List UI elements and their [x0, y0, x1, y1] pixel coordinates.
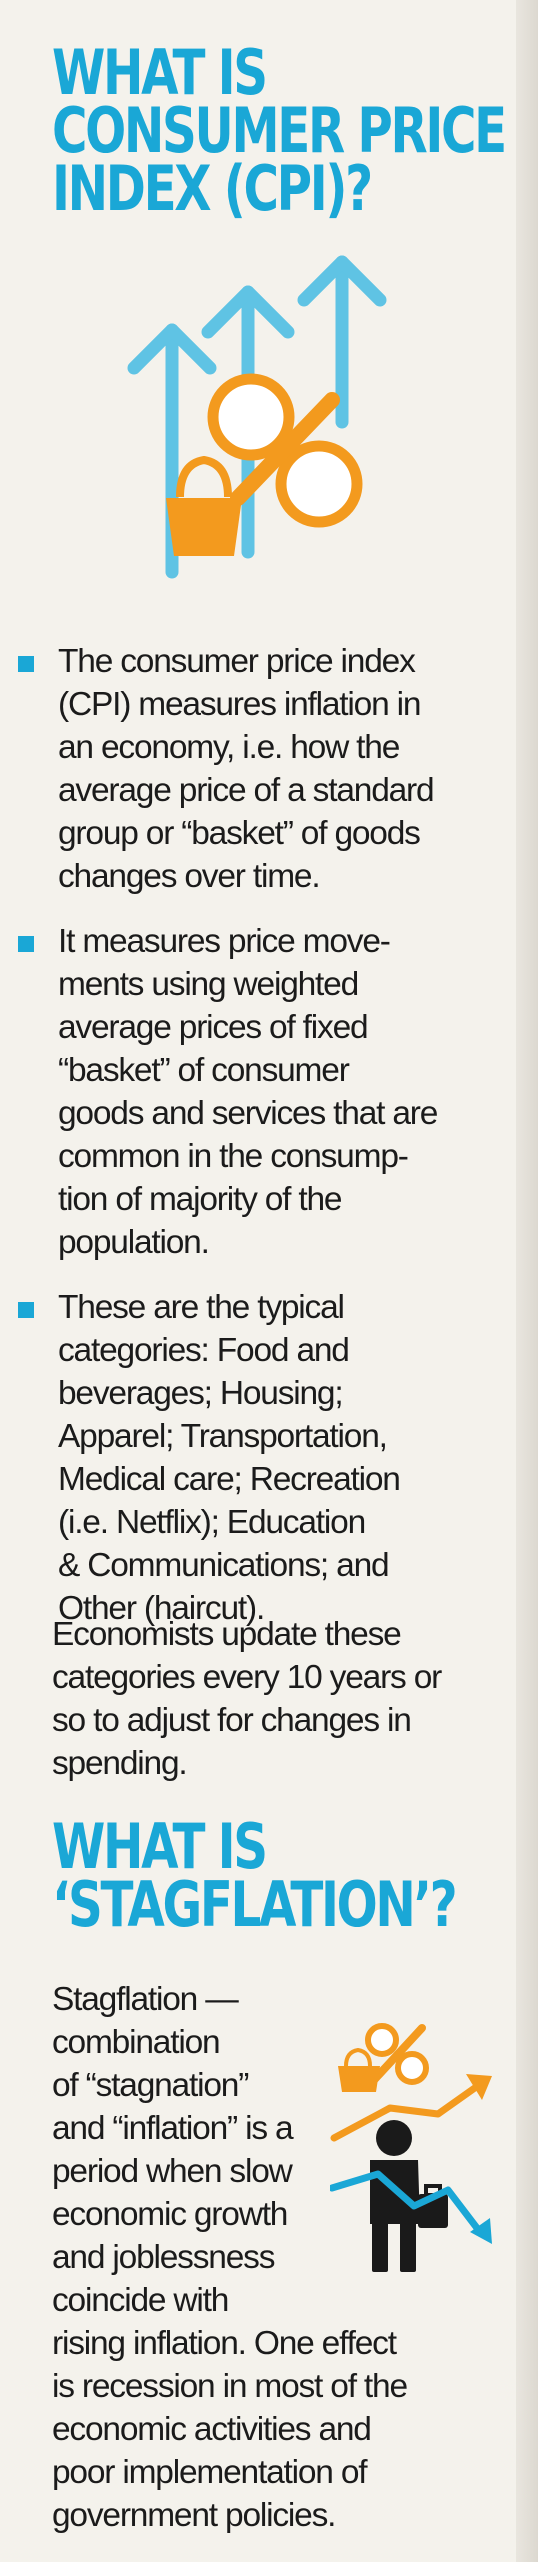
page-edge-shadow: [516, 0, 538, 2562]
rising-trend-arrow-icon: [330, 2074, 492, 2142]
text-line: (CPI) measures inflation in: [58, 686, 422, 723]
text-line: population.: [58, 1224, 210, 1261]
basket-icon: [166, 455, 242, 556]
heading-line: WHAT IS: [52, 1810, 268, 1883]
text-line: Medical care; Recreation: [58, 1461, 401, 1498]
text-line: & Communications; and: [58, 1547, 390, 1584]
text-line: average prices of fixed: [58, 1009, 369, 1046]
text-line: These are the typical: [58, 1289, 345, 1326]
text-line: beverages; Housing;: [58, 1375, 344, 1412]
text-line: tion of majority of the: [58, 1181, 343, 1218]
heading-line: WHAT IS: [52, 36, 268, 109]
heading-line: INDEX (CPI)?: [52, 152, 373, 225]
text-line: period when slow: [52, 2153, 293, 2190]
text-line: economic activities and: [52, 2411, 372, 2448]
text-line: government policies.: [52, 2497, 336, 2534]
bullet-square-icon: [18, 936, 34, 952]
text-line: goods and services that are: [58, 1095, 438, 1132]
percent-icon: [207, 373, 363, 528]
heading-what-is-cpi: WHAT IS CONSUMER PRICE INDEX (CPI)?: [52, 36, 507, 225]
text-line: poor implementation of: [52, 2454, 368, 2491]
text-line: categories every 10 years or: [52, 1659, 442, 1696]
heading-line: ‘STAGFLATION’?: [52, 1868, 458, 1941]
heading-line: CONSUMER PRICE: [52, 94, 507, 167]
list-item: It measures price move- ments using weig…: [0, 920, 538, 1264]
text-line: group or “basket” of goods: [58, 815, 421, 852]
text-line: spending.: [52, 1745, 188, 1782]
text-line: changes over time.: [58, 858, 321, 895]
note-paragraph: Economists update these categories every…: [52, 1613, 442, 1785]
text-line: and joblessness: [52, 2239, 275, 2276]
text-line: coincide with: [52, 2282, 229, 2319]
text-line: Apparel; Transportation,: [58, 1418, 388, 1455]
text-line: It measures price move-: [58, 923, 391, 960]
text-line: Stagflation —: [52, 1981, 239, 2018]
worker-with-rising-and-falling-trend-icon: [330, 2023, 492, 2272]
text-line: an economy, i.e. how the: [58, 729, 400, 766]
text-line: is recession in most of the: [52, 2368, 408, 2405]
text-line: common in the consump-: [58, 1138, 409, 1175]
text-line: “basket” of consumer: [58, 1052, 350, 1089]
text-line: and “inflation” is a: [52, 2110, 294, 2147]
text-line: Economists update these: [52, 1616, 402, 1653]
cpi-bullet-list: The consumer price index (CPI) measures …: [0, 640, 538, 1652]
text-line: categories: Food and: [58, 1332, 350, 1369]
text-line: (i.e. Netflix); Education: [58, 1504, 366, 1541]
stagflation-paragraph: Stagflation — combination of “stagnation…: [52, 1978, 408, 2537]
text-line: rising inflation. One effect: [52, 2325, 397, 2362]
text-line: average price of a standard: [58, 772, 435, 809]
text-line: so to adjust for changes in: [52, 1702, 412, 1739]
list-item: The consumer price index (CPI) measures …: [0, 640, 538, 898]
text-line: The consumer price index: [58, 643, 416, 680]
heading-what-is-stagflation: WHAT IS ‘STAGFLATION’?: [52, 1810, 458, 1941]
rising-arrows-percent-basket-icon: [127, 255, 387, 579]
text-line: Other (haircut).: [58, 1590, 265, 1627]
text-line: economic growth: [52, 2196, 288, 2233]
bullet-square-icon: [18, 656, 34, 672]
bullet-square-icon: [18, 1302, 34, 1318]
falling-trend-arrow-icon: [330, 2170, 492, 2244]
text-line: of “stagnation”: [52, 2067, 249, 2104]
text-line: ments using weighted: [58, 966, 359, 1003]
list-item: These are the typical categories: Food a…: [0, 1286, 538, 1630]
percent-basket-icon: [338, 2023, 429, 2092]
text-line: combination: [52, 2024, 221, 2061]
